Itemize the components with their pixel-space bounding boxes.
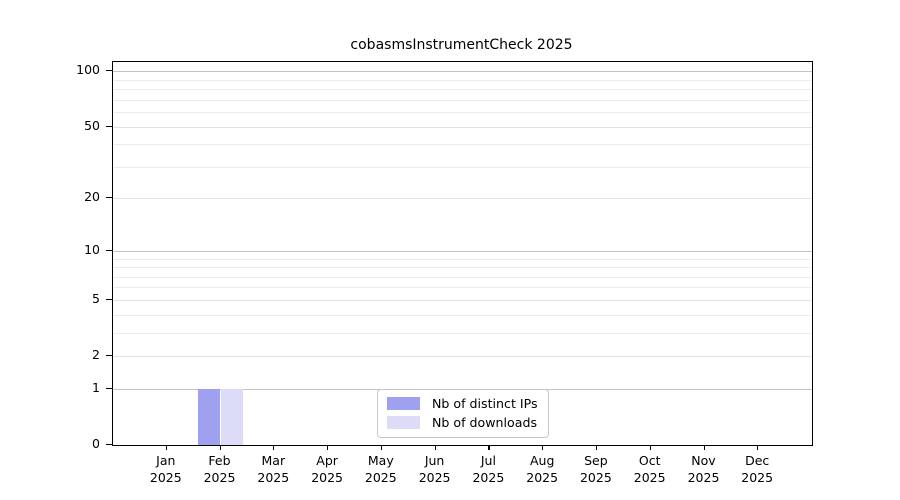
gridline-y-6 — [113, 287, 812, 289]
x-axis-tick-label: Sep 2025 — [579, 453, 612, 485]
gridline-y-10 — [113, 250, 812, 252]
gridline-y-90 — [113, 79, 812, 81]
x-axis-tick-label: Jul 2025 — [472, 453, 505, 485]
x-tick-mark-oct — [649, 445, 651, 450]
legend-swatch-icon — [387, 397, 420, 410]
chart-title: cobasmsInstrumentCheck 2025 — [350, 37, 573, 53]
x-tick-mark-jul — [488, 445, 490, 450]
gridline-y-100 — [113, 71, 812, 73]
x-tick-mark-apr — [327, 445, 329, 450]
gridline-y-30 — [113, 166, 812, 168]
legend-label: Nb of downloads — [432, 415, 538, 430]
gridline-y-3 — [113, 332, 812, 334]
gridline-y-2 — [113, 356, 812, 357]
y-axis-tick-label: 0 — [92, 436, 100, 451]
y-tick-mark-0 — [106, 444, 112, 446]
x-tick-mark-sep — [595, 445, 598, 450]
bar-nb-of-downloads-feb — [220, 388, 243, 445]
legend-swatch-icon — [387, 416, 420, 429]
legend: Nb of distinct IPs Nb of downloads — [377, 389, 549, 438]
legend-label: Nb of distinct IPs — [432, 396, 538, 411]
gridline-y-40 — [113, 144, 812, 146]
bar-nb-of-distinct-ips-feb — [198, 388, 221, 445]
gridline-y-70 — [113, 99, 812, 101]
x-axis-tick-label: Aug 2025 — [526, 453, 559, 485]
x-tick-mark-jan — [165, 445, 167, 450]
gridline-y-60 — [113, 111, 812, 113]
x-axis-tick-label: Dec 2025 — [741, 453, 774, 485]
legend-row: Nb of downloads — [387, 415, 538, 430]
gridline-y-7 — [113, 276, 812, 278]
x-tick-mark-jun — [434, 445, 436, 450]
x-axis-tick-label: Apr 2025 — [311, 453, 343, 485]
y-axis-tick-label: 5 — [92, 290, 100, 306]
x-axis-tick-label: Feb 2025 — [203, 453, 236, 485]
y-axis-tick-label: 20 — [84, 189, 100, 205]
gridline-y-4 — [113, 314, 812, 316]
gridline-y-50 — [113, 126, 812, 128]
x-tick-mark-mar — [273, 445, 275, 450]
x-tick-mark-aug — [542, 445, 544, 450]
y-axis-tick-label: 10 — [84, 241, 100, 257]
gridline-y-8 — [113, 267, 812, 268]
y-axis-tick-label: 50 — [84, 117, 100, 133]
y-tick-mark-10 — [106, 249, 112, 251]
x-axis-tick-label: Mar 2025 — [257, 453, 290, 485]
y-tick-mark-2 — [106, 355, 112, 357]
x-axis-tick-label: Nov 2025 — [687, 453, 720, 485]
gridline-y-9 — [113, 258, 812, 260]
x-tick-mark-dec — [757, 445, 759, 450]
gridline-y-20 — [113, 198, 812, 200]
gridline-y-80 — [113, 89, 812, 90]
legend-row: Nb of distinct IPs — [387, 396, 538, 411]
x-axis-tick-label: Jan 2025 — [149, 453, 182, 485]
gridline-y-5 — [113, 299, 812, 301]
y-tick-mark-100 — [106, 70, 112, 72]
x-axis-tick-label: May 2025 — [364, 453, 397, 485]
y-tick-mark-20 — [106, 197, 112, 199]
y-axis-tick-label: 1 — [92, 379, 100, 395]
x-tick-mark-nov — [703, 445, 705, 450]
y-tick-mark-1 — [106, 387, 112, 389]
x-tick-mark-feb — [219, 445, 221, 450]
y-tick-mark-5 — [106, 298, 112, 300]
x-tick-mark-may — [380, 445, 382, 450]
x-axis-tick-label: Jun 2025 — [418, 453, 451, 485]
plot-area — [112, 61, 813, 446]
y-axis-tick-label: 100 — [76, 62, 100, 78]
y-tick-mark-50 — [106, 125, 112, 127]
x-axis-tick-label: Oct 2025 — [633, 453, 666, 485]
y-axis-tick-label: 2 — [92, 347, 100, 362]
